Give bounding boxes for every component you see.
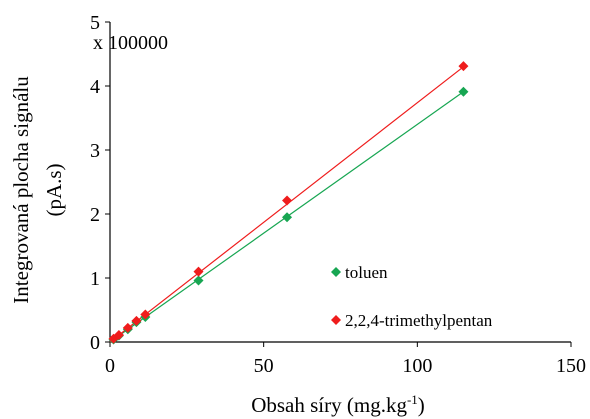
y-tick-label: 5 [90,12,100,34]
y-tick-label: 1 [90,268,100,290]
data-point-trimethylpentan [193,266,204,277]
y-axis-title-line2: (pA.s) [42,163,66,216]
data-point-trimethylpentan [131,315,142,326]
x-axis-title-main: Obsah síry (mg.kg [251,393,407,417]
data-point-trimethylpentan [113,329,124,340]
data-point-toluen [193,275,204,286]
x-axis-title: Obsah síry (mg.kg-1) [251,392,425,417]
data-point-toluen [282,212,293,223]
legend: toluen 2,2,4-trimethylpentan [331,263,493,330]
x-tick-label: 50 [254,355,274,377]
legend-label-trimethylpentan: 2,2,4-trimethylpentan [345,311,493,330]
y-tick-label: 3 [90,140,100,162]
legend-marker-trimethylpentan [331,315,341,325]
x-tick-label: 150 [556,355,586,377]
legend-label-toluen: toluen [345,263,388,282]
legend-marker-toluen [331,267,341,277]
y-tick-label: 2 [90,204,100,226]
y-tick-label: 0 [90,332,100,354]
x-tick-label: 100 [402,355,432,377]
y-multiplier-label: x 100000 [93,32,168,54]
y-axis-title-line1: Integrovaná plocha signálu [9,76,33,304]
data-point-trimethylpentan [122,322,133,333]
data-point-toluen [458,86,469,97]
x-axis-title-sup: -1 [407,392,418,407]
data-point-trimethylpentan [458,61,469,72]
data-point-trimethylpentan [140,309,151,320]
x-tick-label: 0 [105,355,115,377]
x-axis-title-end: ) [418,393,425,417]
data-point-trimethylpentan [282,195,293,206]
y-tick-label: 4 [90,76,100,98]
